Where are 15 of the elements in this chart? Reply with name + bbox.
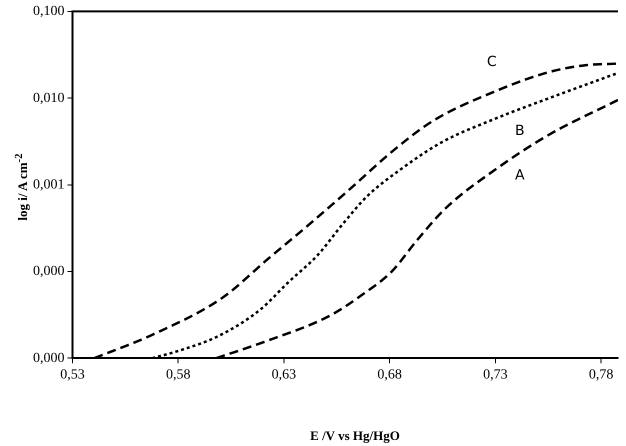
- x-tick-label: 0,78: [588, 367, 614, 382]
- y-tick-label: 0,001: [33, 177, 64, 192]
- x-tick-label: 0,58: [166, 367, 190, 382]
- y-tick-label: 0,100: [33, 4, 64, 20]
- y-tick-label: 0,000: [33, 350, 64, 366]
- series-label: B: [515, 122, 525, 139]
- y-tick-label: 0,000: [33, 264, 64, 280]
- series-label: A: [515, 167, 526, 184]
- x-tick-label: 0,73: [483, 367, 508, 382]
- y-tick-label: 0,010: [33, 90, 64, 106]
- x-tick-label: 0,63: [272, 367, 296, 382]
- x-axis-title: E /V vs Hg/HgO: [310, 428, 400, 444]
- x-tick-label: 0,53: [60, 367, 85, 382]
- x-tick-label: 0,68: [377, 367, 402, 382]
- series-label: C: [486, 54, 497, 70]
